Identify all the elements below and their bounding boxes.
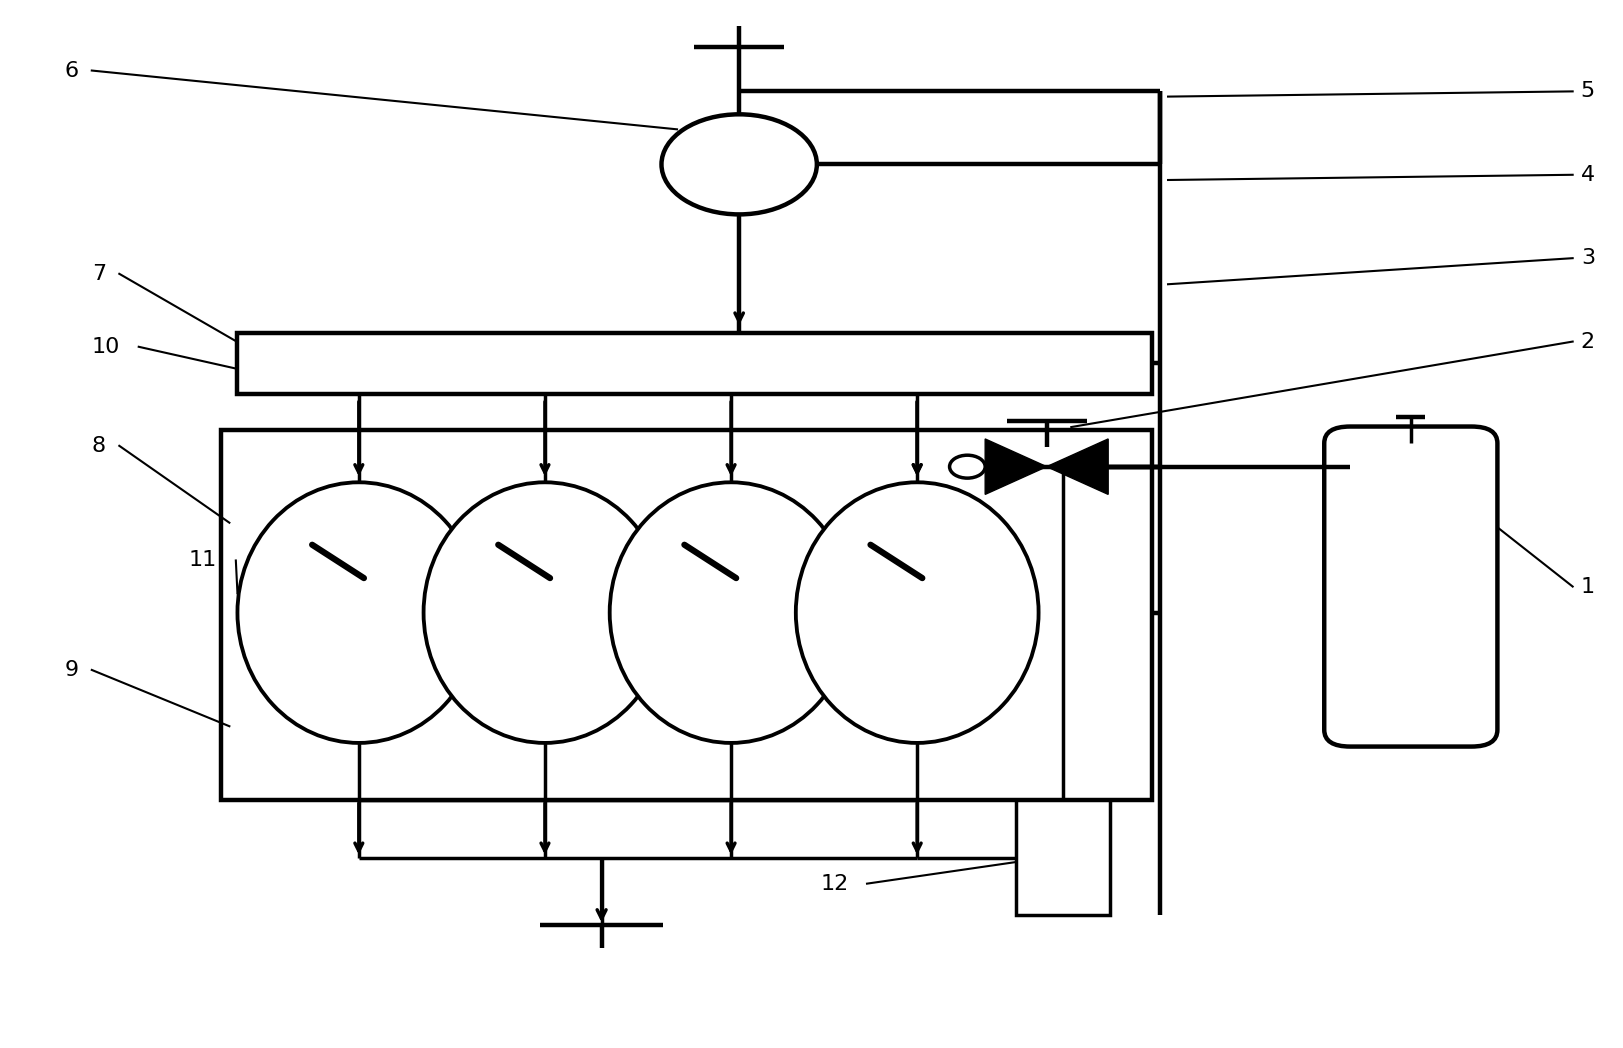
Circle shape — [661, 114, 816, 215]
Ellipse shape — [609, 482, 852, 743]
Bar — [237, 333, 1151, 394]
Text: 6: 6 — [65, 61, 78, 81]
Bar — [1016, 801, 1109, 915]
Text: 11: 11 — [188, 550, 217, 570]
Text: 12: 12 — [820, 874, 847, 894]
Ellipse shape — [424, 482, 665, 743]
Ellipse shape — [237, 482, 480, 743]
FancyBboxPatch shape — [1323, 427, 1496, 746]
Text: 9: 9 — [65, 660, 78, 680]
Text: 1: 1 — [1579, 576, 1594, 596]
Text: 2: 2 — [1579, 331, 1594, 351]
Text: 7: 7 — [93, 264, 105, 284]
Text: 4: 4 — [1579, 165, 1594, 184]
Ellipse shape — [795, 482, 1039, 743]
Circle shape — [949, 455, 985, 478]
Text: 5: 5 — [1579, 82, 1594, 102]
Polygon shape — [985, 439, 1047, 495]
Text: 3: 3 — [1579, 248, 1594, 268]
Polygon shape — [1047, 439, 1107, 495]
Text: 8: 8 — [93, 436, 105, 456]
Bar — [221, 430, 1151, 801]
Text: 10: 10 — [93, 336, 120, 356]
